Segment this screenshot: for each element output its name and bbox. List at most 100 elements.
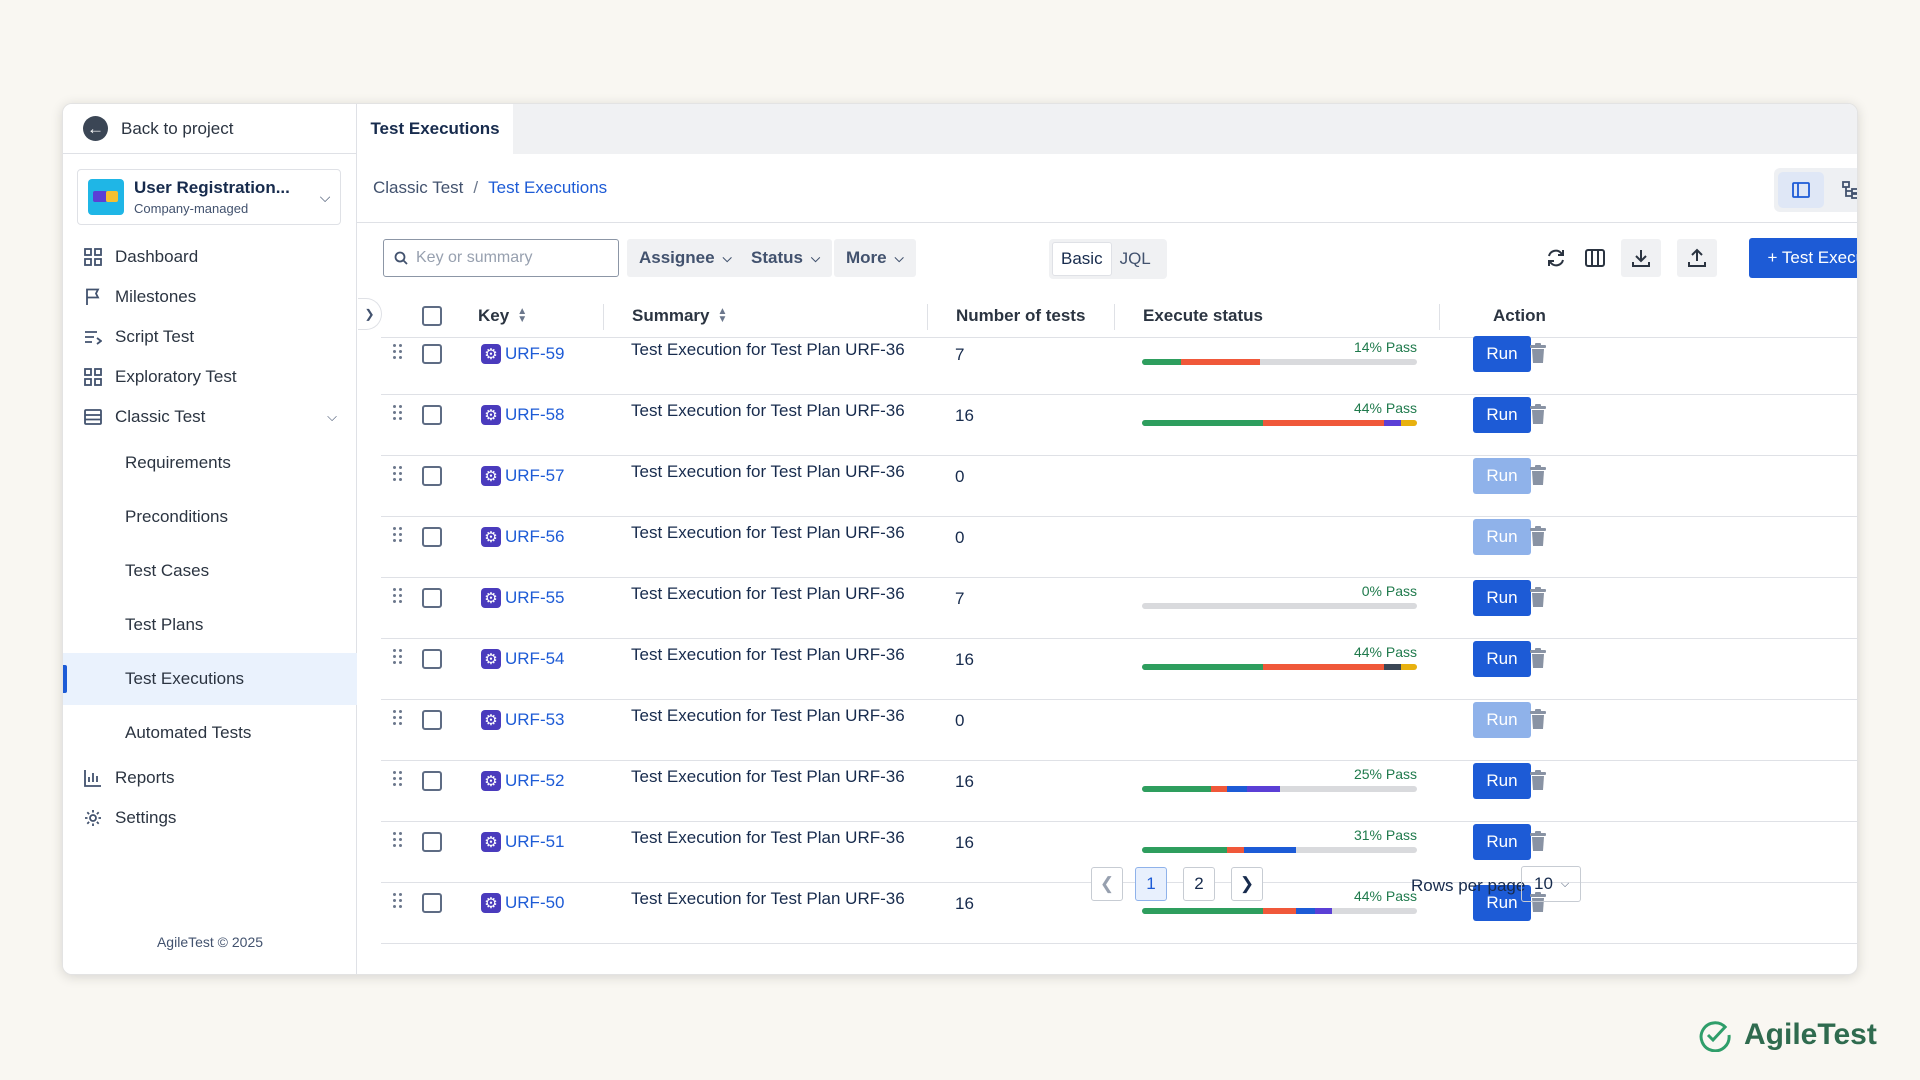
more-filter[interactable]: More ⌵ (834, 239, 916, 277)
sidebar-subitem-automated-tests[interactable]: Automated Tests (125, 723, 252, 742)
drag-handle-icon[interactable] (393, 405, 405, 425)
trash-icon[interactable] (1529, 770, 1549, 792)
execution-key-link[interactable]: ⚙ URF-59 (481, 344, 565, 364)
drag-handle-icon[interactable] (393, 527, 405, 547)
sort-icon[interactable]: ▲ ▼ (517, 306, 528, 325)
test-execution-icon: ⚙ (481, 893, 501, 913)
sidebar-item-dashboard[interactable]: Dashboard (63, 235, 357, 279)
drag-handle-icon[interactable] (393, 466, 405, 486)
execution-key-link[interactable]: ⚙ URF-57 (481, 466, 565, 486)
next-page-button[interactable]: ❯ (1231, 867, 1263, 901)
project-type: Company-managed (134, 201, 249, 216)
drag-handle-icon[interactable] (393, 771, 405, 791)
prev-page-button[interactable]: ❮ (1091, 867, 1123, 901)
column-divider (927, 304, 928, 330)
execution-key-link[interactable]: ⚙ URF-53 (481, 710, 565, 730)
row-checkbox[interactable] (422, 832, 442, 852)
chevron-down-icon[interactable]: ⌵ (327, 409, 337, 424)
breadcrumb-parent[interactable]: Classic Test (373, 178, 464, 197)
trash-icon[interactable] (1529, 343, 1549, 365)
trash-icon[interactable] (1529, 587, 1549, 609)
sidebar-subitem-test-plans[interactable]: Test Plans (125, 615, 204, 634)
row-checkbox[interactable] (422, 588, 442, 608)
sidebar-item-milestones[interactable]: Milestones (63, 275, 357, 319)
chevron-right-icon[interactable]: ❯ (358, 298, 382, 330)
run-button[interactable]: Run (1473, 763, 1531, 799)
sidebar-subitem-requirements[interactable]: Requirements (125, 453, 231, 472)
trash-icon[interactable] (1529, 648, 1549, 670)
header-summary[interactable]: Summary ▲ ▼ (632, 294, 727, 338)
chevron-down-icon: ⌵ (810, 250, 821, 265)
row-checkbox[interactable] (422, 710, 442, 730)
run-button[interactable]: Run (1473, 824, 1531, 860)
run-button[interactable]: Run (1473, 580, 1531, 616)
column-divider (1114, 304, 1115, 330)
back-to-project-link[interactable]: ← Back to project (63, 104, 357, 154)
sidebar-subitem-test-executions[interactable]: Test Executions (63, 653, 357, 705)
sidebar-item-exploratory-test[interactable]: Exploratory Test (63, 355, 357, 399)
drag-handle-icon[interactable] (393, 344, 405, 364)
drag-handle-icon[interactable] (393, 649, 405, 669)
row-checkbox[interactable] (422, 649, 442, 669)
tab-test-executions[interactable]: Test Executions (357, 104, 513, 154)
status-filter[interactable]: Status ⌵ (739, 239, 833, 277)
rows-per-page-select[interactable]: 10 ⌵ (1521, 866, 1581, 902)
trash-icon[interactable] (1529, 404, 1549, 426)
sidebar-subitem-preconditions[interactable]: Preconditions (125, 507, 229, 526)
assignee-filter[interactable]: Assignee ⌵ (627, 239, 744, 277)
execution-key-link[interactable]: ⚙ URF-50 (481, 893, 565, 913)
execution-key-link[interactable]: ⚙ URF-58 (481, 405, 565, 425)
run-button[interactable]: Run (1473, 458, 1531, 494)
sidebar-subitem-test-cases[interactable]: Test Cases (125, 561, 210, 580)
execution-key-link[interactable]: ⚙ URF-52 (481, 771, 565, 791)
run-button[interactable]: Run (1473, 519, 1531, 555)
sidebar-item-reports[interactable]: Reports (63, 756, 357, 800)
drag-handle-icon[interactable] (393, 710, 405, 730)
test-execution-icon: ⚙ (481, 466, 501, 486)
add-test-execution-button[interactable]: + Test Execution (1749, 238, 1857, 278)
download-icon[interactable] (1621, 239, 1661, 277)
mode-jql[interactable]: JQL (1119, 249, 1151, 268)
execution-key-link[interactable]: ⚙ URF-56 (481, 527, 565, 547)
sort-icon[interactable]: ▲ ▼ (717, 306, 728, 325)
run-button[interactable]: Run (1473, 641, 1531, 677)
header-key[interactable]: Key ▲ ▼ (478, 294, 527, 338)
drag-handle-icon[interactable] (393, 588, 405, 608)
main-panel: Test Executions Classic Test / Test Exec… (357, 104, 1857, 974)
run-button[interactable]: Run (1473, 336, 1531, 372)
upload-icon[interactable] (1677, 239, 1717, 277)
row-checkbox[interactable] (422, 771, 442, 791)
execution-key-link[interactable]: ⚙ URF-54 (481, 649, 565, 669)
columns-icon[interactable] (1575, 239, 1615, 277)
page-1-button[interactable]: 1 (1135, 867, 1167, 901)
sidebar-item-classic-test[interactable]: Classic Test ⌵ (63, 395, 357, 439)
drag-handle-icon[interactable] (393, 893, 405, 913)
trash-icon[interactable] (1529, 831, 1549, 853)
run-button[interactable]: Run (1473, 397, 1531, 433)
trash-icon[interactable] (1529, 526, 1549, 548)
trash-icon[interactable] (1529, 709, 1549, 731)
sidebar-item-script-test[interactable]: Script Test (63, 315, 357, 359)
execution-key-link[interactable]: ⚙ URF-51 (481, 832, 565, 852)
row-checkbox[interactable] (422, 893, 442, 913)
project-switcher[interactable]: User Registration... Company-managed ⌵ (77, 169, 341, 225)
row-checkbox[interactable] (422, 344, 442, 364)
tree-view-icon[interactable] (1828, 172, 1857, 208)
sidebar-item-settings[interactable]: Settings (63, 796, 357, 840)
page-2-button[interactable]: 2 (1183, 867, 1215, 901)
search-input[interactable] (416, 249, 606, 267)
trash-icon[interactable] (1529, 465, 1549, 487)
row-checkbox[interactable] (422, 527, 442, 547)
execution-key-link[interactable]: ⚙ URF-55 (481, 588, 565, 608)
mode-basic[interactable]: Basic (1052, 242, 1112, 276)
drag-handle-icon[interactable] (393, 832, 405, 852)
panel-view-icon[interactable] (1778, 172, 1824, 208)
breadcrumb-current[interactable]: Test Executions (488, 178, 608, 197)
run-button[interactable]: Run (1473, 702, 1531, 738)
select-all-checkbox[interactable] (422, 306, 442, 326)
chevron-down-icon: ⌵ (319, 188, 331, 205)
row-checkbox[interactable] (422, 405, 442, 425)
row-checkbox[interactable] (422, 466, 442, 486)
progress-segment (1142, 359, 1181, 365)
refresh-icon[interactable] (1536, 239, 1576, 277)
